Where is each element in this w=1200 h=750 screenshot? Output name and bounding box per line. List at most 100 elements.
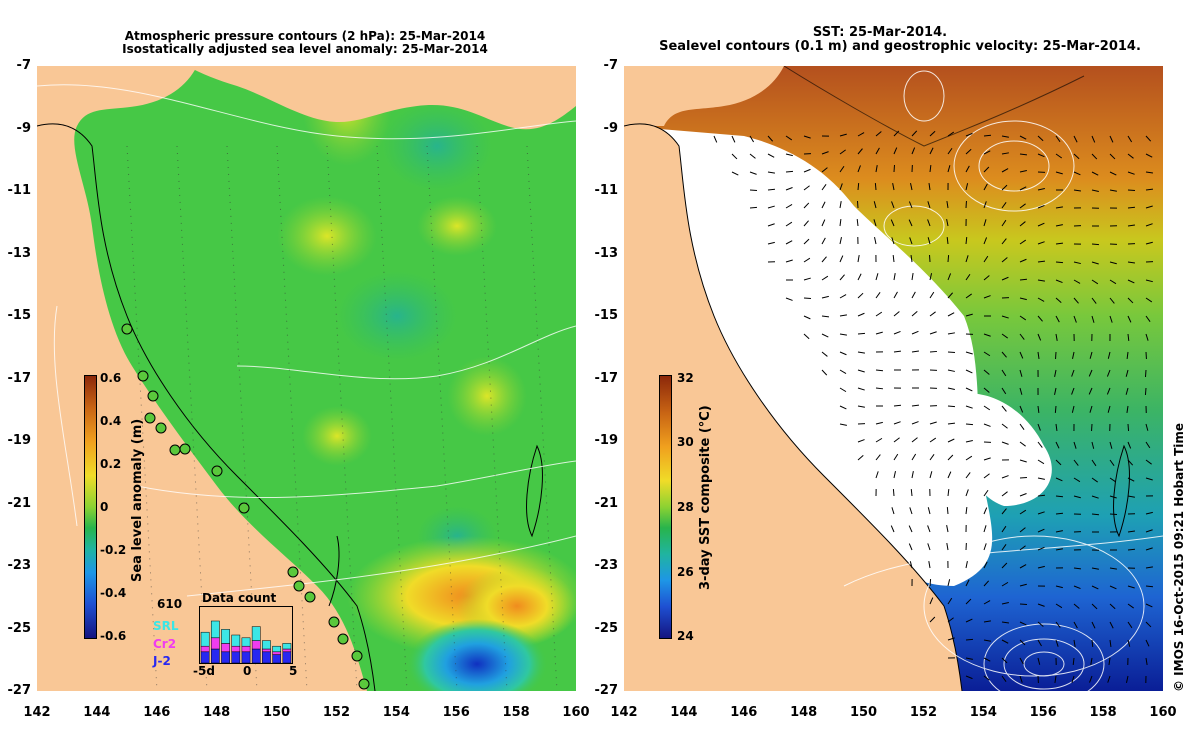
left-lat-tick: -9 [16,120,31,136]
velocity-arrow [909,507,913,515]
velocity-arrow [965,183,969,191]
velocity-arrow [965,165,970,173]
velocity-arrow [1055,512,1064,515]
right-lat-tick: -21 [594,495,619,511]
velocity-arrow [731,171,739,176]
velocity-arrow [1019,509,1027,515]
velocity-arrow [875,165,878,173]
velocity-arrow [1127,279,1135,284]
velocity-arrow [821,201,826,209]
left-lon-tick: 154 [382,705,410,720]
data-count-bar-j-2 [221,651,230,664]
velocity-arrow [1109,135,1114,143]
velocity-arrow [965,313,973,317]
velocity-arrow [1126,351,1129,360]
velocity-arrow [983,275,990,281]
velocity-arrow [1055,171,1063,175]
data-count-bar-srl [241,637,251,647]
velocity-arrow [1037,546,1045,551]
velocity-arrow [785,221,793,227]
velocity-arrow [1127,459,1134,466]
velocity-arrow [965,273,971,281]
velocity-arrow [857,182,860,191]
data-count-bar-cr2 [231,645,241,653]
velocity-arrow [1072,351,1075,359]
velocity-arrow [857,292,864,299]
left-lon-tick: 146 [143,705,171,720]
velocity-arrow [857,405,865,408]
velocity-arrow [875,311,883,317]
velocity-arrow [1145,297,1153,303]
velocity-arrow [1145,657,1148,665]
sla-tick-6: -0.6 [100,629,127,643]
sst-colorbar-title: 3-day SST composite (°C) [698,405,713,590]
velocity-arrow [821,151,829,155]
velocity-arrow [1127,603,1134,609]
velocity-arrow [947,617,954,623]
velocity-arrow [1145,441,1151,449]
velocity-arrow [1145,369,1147,378]
velocity-arrow [1055,441,1060,449]
velocity-arrow [927,543,931,551]
velocity-arrow [785,187,793,191]
left-lon-tick: 160 [562,705,590,720]
imos-credit: © IMOS 16-Oct-2015 09:21 Hobart Time [1172,422,1186,692]
velocity-arrow [1019,186,1027,191]
velocity-arrow [911,291,916,299]
velocity-arrow [1019,135,1027,140]
velocity-arrow [1019,423,1025,430]
velocity-arrow [749,206,758,209]
right-lon-tick: 152 [909,705,937,720]
velocity-arrow [1055,315,1060,323]
velocity-arrow [839,255,844,263]
velocity-arrow [1019,441,1026,447]
velocity-arrow [911,311,918,317]
velocity-arrow [929,471,933,479]
velocity-arrow [839,274,845,281]
velocity-arrow [821,275,829,281]
velocity-arrow [1127,315,1132,323]
velocity-arrow [947,422,956,425]
velocity-arrow [875,454,881,461]
data-count-bar-srl [282,643,292,650]
data-count-bar-j-2 [231,651,241,664]
velocity-arrow [1071,405,1075,413]
velocity-arrow [1073,297,1079,304]
velocity-arrow [946,219,949,227]
velocity-arrow [875,471,879,479]
velocity-arrow [803,238,810,245]
right-lat-tick: -13 [594,245,619,261]
velocity-arrow [947,147,953,155]
velocity-arrow [946,506,949,515]
velocity-arrow [1019,459,1027,463]
right-lon-tick: 150 [849,705,878,720]
velocity-arrow [908,543,913,551]
left-lon-tick: 144 [83,705,111,720]
velocity-arrow [928,183,931,191]
velocity-arrow [947,637,955,641]
velocity-arrow [983,600,991,605]
data-count-bar-j-2 [210,648,220,664]
velocity-arrow [1125,369,1129,377]
velocity-arrow [965,439,973,443]
velocity-arrow [893,350,902,353]
data-count-xtick-0: -5d [193,664,215,678]
velocity-arrow [929,147,934,155]
velocity-arrow [1054,387,1057,395]
velocity-arrow [1088,387,1093,395]
velocity-arrow [1019,493,1027,497]
velocity-arrow [839,351,847,356]
velocity-arrow [1091,495,1099,499]
velocity-arrow [1127,261,1136,264]
velocity-arrow [875,437,883,443]
velocity-arrow [767,135,774,142]
velocity-arrow [803,220,809,227]
velocity-arrow [1037,135,1044,142]
sla-tick-1: 0.4 [100,414,122,428]
velocity-arrow [1073,135,1078,143]
velocity-arrow [821,219,826,227]
velocity-arrow [893,471,896,479]
velocity-arrow [1073,459,1079,466]
velocity-arrow [1001,168,1009,173]
velocity-arrow [1089,405,1093,413]
